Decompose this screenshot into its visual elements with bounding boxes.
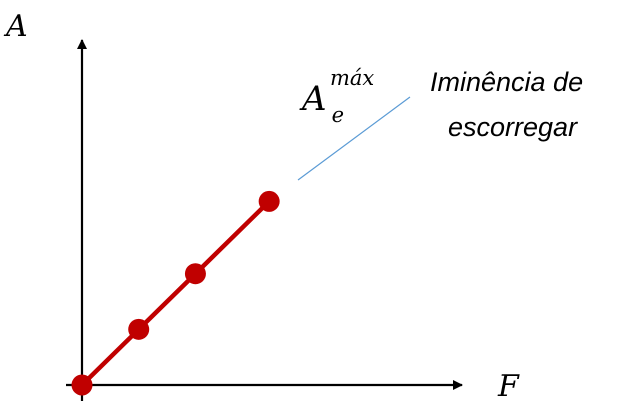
data-point-3 <box>184 263 206 285</box>
data-point-4 <box>258 190 280 212</box>
series-layer <box>71 190 280 396</box>
y-axis-label: A <box>3 9 28 44</box>
annotation-text-line-1: Iminência de <box>430 67 583 97</box>
data-point-1 <box>71 374 93 396</box>
annotation-leader-line <box>297 96 411 181</box>
annotation-symbol-base: A <box>299 79 327 119</box>
annotation-symbol-subscript: e <box>332 103 344 127</box>
series-line <box>79 199 272 388</box>
annotation-symbol: A e máx <box>299 66 374 127</box>
annotation-text-line-2: escorregar <box>448 112 578 142</box>
annotation-symbol-superscript: máx <box>330 66 374 90</box>
data-point-2 <box>128 318 150 340</box>
x-axis-label: F <box>497 369 520 404</box>
